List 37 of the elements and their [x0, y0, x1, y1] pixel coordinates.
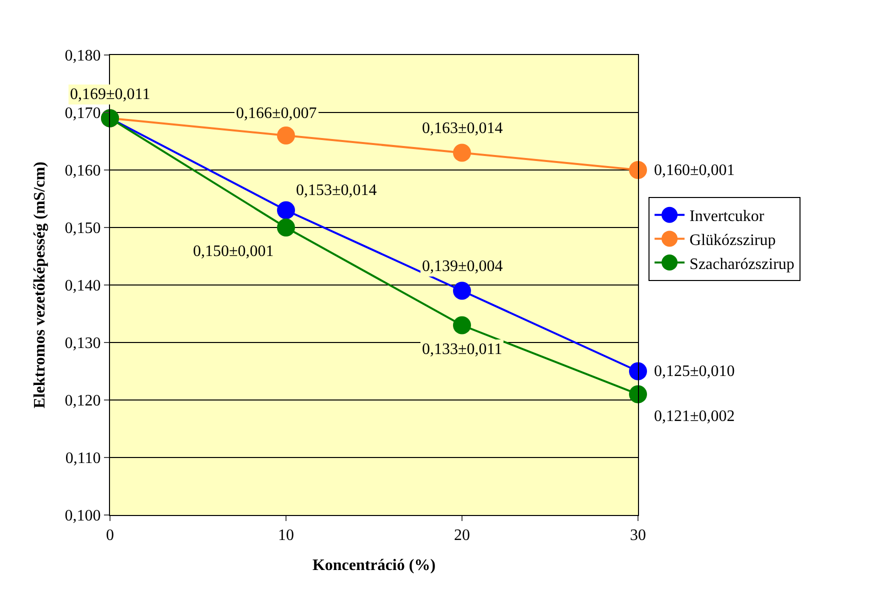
data-label: 0,139±0,004	[422, 258, 503, 275]
data-label: 0,153±0,014	[296, 182, 377, 199]
point	[629, 161, 647, 179]
data-label: 0,160±0,001	[654, 162, 735, 179]
y-tick-label: 0,150	[64, 220, 101, 238]
point	[629, 385, 647, 404]
y-tick-label: 0,120	[64, 392, 101, 410]
x-tick-label: 10	[278, 527, 294, 544]
legend-label: Glükózszirup	[690, 232, 776, 249]
x-tick-label: 0	[106, 527, 114, 544]
point	[277, 126, 295, 144]
point	[629, 362, 647, 380]
y-tick-label: 0,160	[64, 162, 101, 180]
point	[453, 282, 471, 300]
legend-label: Szacharózszirup	[690, 256, 794, 273]
y-axis-title: Elektromos vezetőképesség (mS/cm)	[32, 162, 49, 408]
data-label: 0,163±0,014	[422, 120, 503, 137]
data-label: 0,121±0,002	[654, 408, 735, 425]
y-tick-label: 0,170	[64, 105, 101, 122]
data-label: 0,133±0,011	[422, 341, 502, 358]
point	[453, 144, 471, 162]
x-tick-label: 30	[630, 527, 646, 544]
point	[277, 218, 295, 236]
data-label: 0,166±0,007	[236, 105, 317, 122]
data-label: 0,169±0,011	[70, 86, 150, 103]
point	[277, 201, 295, 220]
y-tick-label: 0,110	[65, 450, 101, 468]
legend-label: Invertcukor	[690, 208, 765, 226]
y-tick-label: 0,100	[64, 508, 101, 525]
x-tick-label: 20	[454, 527, 470, 544]
y-tick-label: 0,180	[64, 48, 101, 65]
y-tick-label: 0,140	[64, 278, 101, 295]
data-label: 0,150±0,001	[193, 243, 274, 260]
point	[453, 316, 471, 334]
x-axis-title: Koncentráció (%)	[312, 556, 436, 574]
y-tick-label: 0,130	[64, 335, 101, 352]
data-label: 0,125±0,010	[654, 363, 735, 380]
